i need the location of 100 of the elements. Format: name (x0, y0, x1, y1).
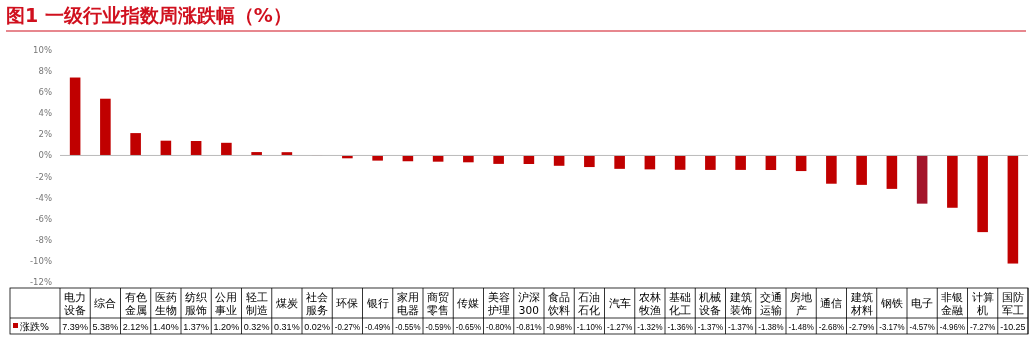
x-tick-label: 美容护理 (486, 291, 510, 316)
bar (553, 155, 565, 166)
y-tick-label: -2% (35, 171, 52, 182)
data-label: -0.65% (455, 321, 485, 332)
x-tick-label: 商贸零售 (427, 291, 450, 316)
x-tick-label: 公用事业 (215, 291, 238, 316)
x-tick-label: 钢铁 (879, 297, 903, 309)
x-tick-label: 纺织服饰 (185, 291, 208, 316)
bar (251, 152, 262, 156)
data-label: 1.20% (213, 321, 240, 332)
bar (432, 155, 444, 162)
y-tick-label: -4% (35, 192, 52, 203)
bar (614, 155, 625, 169)
data-label: -1.36% (667, 321, 697, 332)
x-tick-label: 农林牧渔 (638, 291, 661, 316)
x-tick-label: 机械设备 (699, 291, 722, 316)
data-label: -4.96% (939, 321, 969, 332)
x-tick-label: 煤炭 (275, 297, 298, 309)
bar (765, 155, 777, 171)
bar (916, 155, 928, 204)
x-tick-label: 环保 (336, 297, 359, 309)
x-tick-label: 社会服务 (306, 291, 329, 316)
data-label: -1.27% (607, 321, 636, 332)
y-tick-label: 6% (38, 87, 52, 98)
bar (69, 77, 81, 156)
x-tick-label: 汽车 (608, 297, 631, 309)
data-label: -0.49% (365, 321, 394, 332)
y-tick-label: 8% (38, 66, 52, 77)
data-label: -2.79% (849, 321, 878, 332)
data-label: -7.27% (970, 321, 999, 332)
bar (100, 98, 111, 156)
x-tick-label: 有色金属 (124, 291, 147, 316)
bar (372, 155, 383, 161)
bar (947, 155, 958, 208)
bar (826, 155, 837, 184)
data-label: -0.55% (395, 321, 424, 332)
x-tick-label: 银行 (365, 297, 389, 309)
bar (493, 155, 504, 164)
bar (795, 155, 807, 172)
x-tick-label: 交通运输 (759, 291, 782, 316)
data-label: 7.39% (62, 321, 88, 332)
data-label: 0.31% (274, 321, 300, 332)
data-label: -0.81% (516, 321, 545, 332)
data-label: -0.98% (546, 321, 576, 332)
data-label: 1.37% (183, 321, 209, 332)
data-label: -1.32% (637, 321, 666, 332)
data-label: -2.68% (818, 321, 848, 332)
legend-label: 涨跌% (20, 320, 50, 332)
data-label: -4.57% (909, 321, 939, 332)
x-tick-label: 通信 (820, 297, 843, 309)
x-tick-label: 沪深300 (517, 291, 540, 316)
bar (160, 140, 172, 156)
data-label: -3.17% (879, 321, 908, 332)
x-tick-label: 国防军工 (1001, 291, 1024, 316)
y-tick-label: 2% (38, 129, 52, 140)
x-tick-label: 电子 (911, 297, 934, 309)
x-tick-label: 轻工制造 (245, 291, 268, 316)
chart-title: 图1 一级行业指数周涨跌幅（%） (6, 4, 292, 26)
data-label: -1.37% (728, 321, 757, 332)
bar (705, 155, 716, 170)
data-label: -0.27% (334, 321, 364, 332)
bar (735, 155, 746, 170)
y-tick-label: 10% (33, 45, 52, 55)
data-label: -1.37% (697, 321, 727, 332)
x-tick-label: 房地产 (790, 291, 813, 316)
data-label: 0.02% (304, 321, 330, 332)
x-tick-label: 建筑装饰 (728, 291, 752, 316)
data-label: -1.38% (758, 321, 787, 332)
data-label: -10.25 (1000, 321, 1026, 332)
y-tick-label: -8% (35, 234, 52, 245)
x-tick-label: 食品饮料 (547, 291, 571, 316)
bar (1007, 155, 1019, 264)
bar (977, 155, 988, 233)
data-label: -1.48% (788, 321, 818, 332)
data-label: -1.10% (576, 321, 606, 332)
x-tick-label: 石油石化 (578, 291, 601, 316)
data-label: 1.40% (153, 321, 179, 332)
x-tick-label: 基础化工 (669, 291, 692, 316)
data-label: 5.38% (92, 321, 119, 332)
y-tick-label: -10% (30, 255, 52, 266)
x-tick-label: 家用电器 (396, 291, 419, 316)
x-tick-label: 建筑材料 (849, 291, 873, 316)
bar (674, 155, 686, 170)
data-label: -0.80% (486, 321, 515, 332)
bar (130, 133, 141, 156)
x-tick-label: 非银金融 (941, 291, 964, 316)
x-tick-label: 传媒 (457, 297, 480, 309)
x-tick-label: 计算机 (971, 291, 994, 316)
bar (190, 141, 202, 156)
bar (584, 155, 595, 168)
y-tick-label: 0% (38, 150, 52, 161)
bar (463, 155, 474, 163)
y-tick-label: -12% (30, 277, 52, 287)
y-tick-label: 4% (38, 108, 52, 119)
bar (221, 142, 232, 156)
bar (856, 155, 867, 185)
data-label: 0.32% (243, 321, 270, 332)
bar (886, 155, 898, 189)
x-tick-label: 综合 (94, 297, 117, 309)
data-label: -0.59% (425, 321, 455, 332)
